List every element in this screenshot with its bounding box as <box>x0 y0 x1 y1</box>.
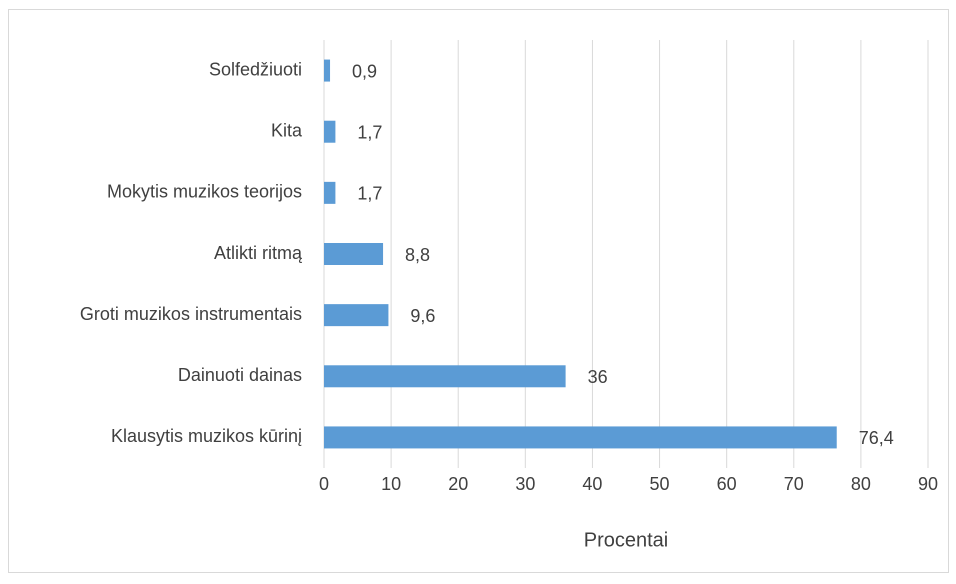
y-tick-label: Groti muzikos instrumentais <box>80 304 302 324</box>
bar <box>324 181 336 204</box>
data-label: 9,6 <box>410 306 435 326</box>
x-tick-label: 60 <box>717 474 737 494</box>
x-axis-title: Procentai <box>584 529 669 551</box>
bar <box>324 304 389 327</box>
bar <box>324 365 566 388</box>
bar <box>324 243 384 265</box>
x-tick-label: 80 <box>851 474 871 494</box>
y-tick-label: Atlikti ritmą <box>214 243 303 263</box>
y-tick-label: Mokytis muzikos teorijos <box>107 182 302 202</box>
y-tick-label: Kita <box>271 120 303 140</box>
bar <box>324 426 837 449</box>
y-tick-label: Dainuoti dainas <box>178 365 302 385</box>
data-label: 1,7 <box>357 184 382 204</box>
x-tick-label: 10 <box>381 474 401 494</box>
x-tick-label: 0 <box>319 474 329 494</box>
x-tick-label: 30 <box>515 474 535 494</box>
x-tick-label: 70 <box>784 474 804 494</box>
y-tick-label: Klausytis muzikos kūrinį <box>111 426 302 446</box>
x-tick-label: 50 <box>650 474 670 494</box>
data-label: 0,9 <box>352 61 377 81</box>
x-tick-label: 20 <box>448 474 468 494</box>
data-label: 8,8 <box>405 245 430 265</box>
data-label: 1,7 <box>357 122 382 142</box>
bar <box>324 120 336 143</box>
x-tick-label: 40 <box>582 474 602 494</box>
y-tick-label: Solfedžiuoti <box>209 59 302 79</box>
data-label: 76,4 <box>859 428 894 448</box>
x-tick-label: 90 <box>918 474 938 494</box>
chart-border <box>8 9 949 573</box>
bar <box>324 59 331 82</box>
data-label: 36 <box>588 367 608 387</box>
